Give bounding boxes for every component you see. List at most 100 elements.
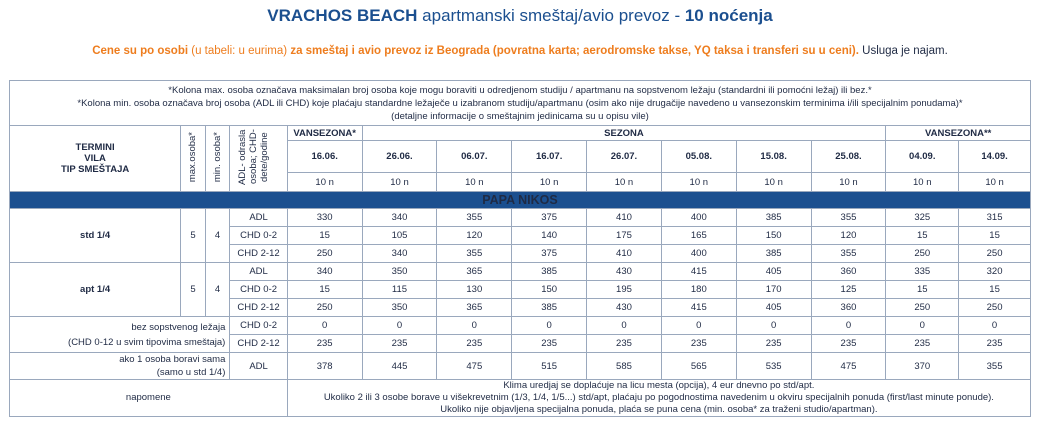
unit-min: 4	[204, 208, 231, 263]
price-cell: 370	[885, 352, 960, 380]
note-details: (detaljne informacije o smeštajnim jedin…	[391, 110, 649, 122]
price-cell: 365	[436, 262, 513, 281]
table-row: CHD 2-12 235 235 235 235 235 235 235 235 235 235	[10, 334, 1031, 353]
person-type: CHD 2-12	[229, 244, 288, 263]
unit-max: 5	[180, 262, 206, 317]
price-cell: 120	[810, 226, 887, 245]
price-cell: 375	[511, 244, 588, 263]
date-cell: 05.08.	[660, 140, 737, 174]
price-cell: 250	[958, 244, 1031, 263]
price-cell: 175	[586, 226, 662, 245]
price-cell: 15	[885, 280, 960, 299]
nights-cell: 10 n	[885, 172, 960, 192]
header-min: min. osoba*	[204, 125, 231, 192]
header-adl-chd: ADL- odrasla osoba; CHD- dete/godine	[229, 125, 288, 192]
subtitle-part2: (u tabeli: u eurima)	[188, 45, 291, 57]
nights-cell: 10 n	[586, 172, 662, 192]
header-min-label: min. osoba*	[212, 131, 224, 183]
price-cell: 385	[511, 298, 588, 317]
person-type: ADL	[229, 352, 288, 380]
price-cell: 320	[958, 262, 1031, 281]
season-vansezona-2: VANSEZONA**	[885, 124, 1031, 142]
person-type: CHD 0-2	[229, 226, 288, 245]
price-cell: 360	[810, 262, 887, 281]
price-cell: 250	[885, 244, 960, 263]
price-cell: 15	[958, 280, 1031, 299]
price-cell: 410	[586, 244, 662, 263]
price-cell: 400	[660, 244, 737, 263]
napomene-text: Klima uredjaj se doplaćuje na licu mesta…	[286, 379, 1032, 417]
date-cell: 06.07.	[436, 140, 513, 174]
header-tip-label: TIP SMEŠTAJA	[60, 164, 130, 175]
price-cell: 235	[810, 334, 887, 353]
season-sezona: SEZONA	[361, 124, 887, 142]
header-max-label: max.osoba*	[187, 131, 199, 183]
price-cell: 0	[885, 316, 960, 335]
single-label: ako 1 osoba boravi sama (samo u std 1/4)	[8, 352, 231, 380]
table-row: CHD 0-2 15 105 120 140 175 165 150 120 15 15	[10, 226, 1031, 245]
header-adl-chd-label: ADL- odrasla osoba; CHD- dete/godine	[236, 129, 270, 185]
header-termini-label: TERMINI	[75, 142, 115, 153]
price-cell: 415	[660, 262, 737, 281]
person-type: CHD 0-2	[229, 316, 288, 335]
subtitle-part4: Usluga je najam.	[858, 45, 948, 57]
date-cell: 14.09.	[958, 140, 1031, 174]
title-hotel-name: VRACHOS BEACH	[267, 6, 418, 25]
price-cell: 410	[586, 208, 662, 227]
price-cell: 330	[286, 208, 363, 227]
notes-cell: *Kolona max. osoba označava maksimalan b…	[9, 80, 1031, 126]
price-cell: 0	[511, 316, 588, 335]
price-cell: 350	[361, 298, 438, 317]
header-max: max.osoba*	[180, 125, 206, 192]
header-termini: TERMINI VILA TIP SMEŠTAJA	[8, 125, 182, 192]
price-cell: 15	[286, 226, 363, 245]
price-cell: 0	[735, 316, 812, 335]
price-cell: 15	[286, 280, 363, 299]
price-cell: 15	[885, 226, 960, 245]
table-row: apt 1/4 5 4 ADL 340 350 365 385 430 415 405 360 335 3…	[8, 262, 1031, 317]
price-cell: 120	[436, 226, 513, 245]
price-cell: 355	[810, 244, 887, 263]
napomene-row: napomene Klima uredjaj se doplaćuje na li…	[9, 379, 1032, 417]
napomene-line: Ukoliko nije objavljena specijalna ponud…	[440, 404, 878, 415]
price-cell: 350	[361, 262, 438, 281]
table-row: std 1/4 5 4 ADL 330 340 355 375 410 400 385 355 325 3…	[8, 208, 1031, 263]
nights-cell: 10 n	[436, 172, 513, 192]
table-row: bez sopstvenog ležaja (CHD 0-12 u svim ti…	[8, 316, 1031, 353]
date-cell: 25.08.	[810, 140, 887, 174]
title-nights: 10 noćenja	[684, 6, 773, 25]
price-cell: 355	[810, 208, 887, 227]
price-cell: 250	[958, 298, 1031, 317]
price-cell: 115	[361, 280, 438, 299]
unit-min: 4	[204, 262, 231, 317]
unit-name: apt 1/4	[8, 262, 182, 317]
price-cell: 415	[660, 298, 737, 317]
price-cell: 405	[735, 262, 812, 281]
units-body: std 1/4 5 4 ADL 330 340 355 375 410 400 385 355 325 3…	[8, 208, 1031, 317]
price-cell: 0	[660, 316, 737, 335]
price-cell: 315	[958, 208, 1031, 227]
date-cell: 16.06.	[286, 140, 363, 174]
price-cell: 360	[810, 298, 887, 317]
price-cell: 140	[511, 226, 588, 245]
price-cell: 250	[885, 298, 960, 317]
price-cell: 235	[885, 334, 960, 353]
price-cell: 235	[660, 334, 737, 353]
price-cell: 195	[586, 280, 662, 299]
price-cell: 15	[958, 226, 1031, 245]
price-cell: 235	[361, 334, 438, 353]
person-type: CHD 2-12	[229, 298, 288, 317]
section-header-row: PAPA NIKOS	[9, 191, 1031, 209]
subtitle-part1: Cene su po osobi	[92, 45, 189, 57]
price-table: *Kolona max. osoba označava maksimalan b…	[8, 80, 1032, 417]
price-cell: 405	[735, 298, 812, 317]
napomene-label: napomene	[9, 379, 288, 417]
date-cell: 15.08.	[735, 140, 812, 174]
price-cell: 340	[361, 244, 438, 263]
nights-cell: 10 n	[361, 172, 438, 192]
price-cell: 0	[361, 316, 438, 335]
price-cell: 565	[660, 352, 737, 380]
subtitle-part3: za smeštaj i avio prevoz iz Beograda (po…	[290, 45, 859, 57]
nights-cell: 10 n	[810, 172, 887, 192]
table-row: CHD 2-12 250 340 355 375 410 400 385 355 250 250	[10, 244, 1031, 263]
